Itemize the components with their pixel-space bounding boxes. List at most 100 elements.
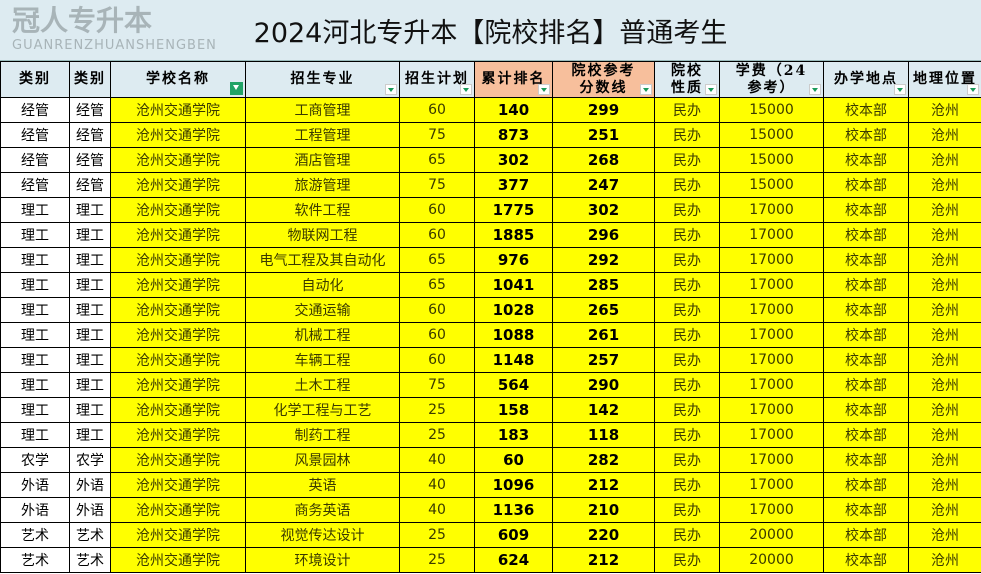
cell-category[interactable]: 理工 <box>0 322 70 348</box>
cell-tuition[interactable]: 15000 <box>719 172 824 198</box>
cell-location[interactable]: 沧州 <box>908 472 981 498</box>
cell-school-name[interactable]: 沧州交通学院 <box>110 147 246 173</box>
cell-cumulative-rank[interactable]: 377 <box>474 172 553 198</box>
cell-location[interactable]: 沧州 <box>908 222 981 248</box>
cell-tuition[interactable]: 17000 <box>719 472 824 498</box>
cell-campus[interactable]: 校本部 <box>823 122 909 148</box>
cell-cumulative-rank[interactable]: 976 <box>474 247 553 273</box>
cell-enrollment-plan[interactable]: 25 <box>399 547 475 573</box>
cell-category[interactable]: 理工 <box>0 347 70 373</box>
cell-location[interactable]: 沧州 <box>908 322 981 348</box>
cell-campus[interactable]: 校本部 <box>823 197 909 223</box>
cell-category[interactable]: 艺术 <box>0 547 70 573</box>
filter-dropdown-icon[interactable] <box>640 84 652 95</box>
cell-school-name[interactable]: 沧州交通学院 <box>110 172 246 198</box>
cell-cumulative-rank[interactable]: 1088 <box>474 322 553 348</box>
cell-school-type[interactable]: 民办 <box>654 497 720 523</box>
cell-tuition[interactable]: 17000 <box>719 197 824 223</box>
cell-score-line[interactable]: 282 <box>552 447 655 473</box>
cell-score-line[interactable]: 247 <box>552 172 655 198</box>
cell-score-line[interactable]: 265 <box>552 297 655 323</box>
cell-enrollment-plan[interactable]: 60 <box>399 322 475 348</box>
cell-location[interactable]: 沧州 <box>908 372 981 398</box>
cell-enrollment-plan[interactable]: 75 <box>399 172 475 198</box>
cell-major[interactable]: 车辆工程 <box>245 347 400 373</box>
cell-location[interactable]: 沧州 <box>908 547 981 573</box>
cell-category[interactable]: 理工 <box>0 422 70 448</box>
cell-cumulative-rank[interactable]: 1148 <box>474 347 553 373</box>
cell-school-name[interactable]: 沧州交通学院 <box>110 422 246 448</box>
cell-category-2[interactable]: 理工 <box>69 222 111 248</box>
cell-location[interactable]: 沧州 <box>908 522 981 548</box>
cell-cumulative-rank[interactable]: 1136 <box>474 497 553 523</box>
cell-category-2[interactable]: 理工 <box>69 397 111 423</box>
cell-category[interactable]: 经管 <box>0 172 70 198</box>
cell-score-line[interactable]: 118 <box>552 422 655 448</box>
cell-cumulative-rank[interactable]: 140 <box>474 97 553 123</box>
cell-tuition[interactable]: 17000 <box>719 447 824 473</box>
cell-score-line[interactable]: 142 <box>552 397 655 423</box>
cell-school-name[interactable]: 沧州交通学院 <box>110 122 246 148</box>
filter-dropdown-icon[interactable] <box>460 84 472 95</box>
cell-major[interactable]: 交通运输 <box>245 297 400 323</box>
cell-enrollment-plan[interactable]: 60 <box>399 347 475 373</box>
filter-dropdown-icon[interactable] <box>538 84 550 95</box>
cell-category-2[interactable]: 农学 <box>69 447 111 473</box>
cell-cumulative-rank[interactable]: 564 <box>474 372 553 398</box>
cell-major[interactable]: 英语 <box>245 472 400 498</box>
cell-category-2[interactable]: 理工 <box>69 322 111 348</box>
cell-category[interactable]: 理工 <box>0 272 70 298</box>
cell-location[interactable]: 沧州 <box>908 297 981 323</box>
cell-category-2[interactable]: 理工 <box>69 247 111 273</box>
cell-school-type[interactable]: 民办 <box>654 247 720 273</box>
cell-school-type[interactable]: 民办 <box>654 422 720 448</box>
cell-score-line[interactable]: 302 <box>552 197 655 223</box>
cell-cumulative-rank[interactable]: 1041 <box>474 272 553 298</box>
cell-enrollment-plan[interactable]: 60 <box>399 222 475 248</box>
cell-location[interactable]: 沧州 <box>908 422 981 448</box>
cell-school-type[interactable]: 民办 <box>654 147 720 173</box>
cell-major[interactable]: 工程管理 <box>245 122 400 148</box>
cell-school-name[interactable]: 沧州交通学院 <box>110 497 246 523</box>
cell-school-name[interactable]: 沧州交通学院 <box>110 447 246 473</box>
cell-location[interactable]: 沧州 <box>908 272 981 298</box>
cell-location[interactable]: 沧州 <box>908 447 981 473</box>
cell-cumulative-rank[interactable]: 302 <box>474 147 553 173</box>
cell-school-type[interactable]: 民办 <box>654 322 720 348</box>
cell-category[interactable]: 经管 <box>0 147 70 173</box>
cell-school-type[interactable]: 民办 <box>654 197 720 223</box>
cell-category-2[interactable]: 艺术 <box>69 522 111 548</box>
cell-category-2[interactable]: 经管 <box>69 147 111 173</box>
cell-major[interactable]: 化学工程与工艺 <box>245 397 400 423</box>
cell-school-type[interactable]: 民办 <box>654 297 720 323</box>
cell-enrollment-plan[interactable]: 40 <box>399 447 475 473</box>
cell-tuition[interactable]: 17000 <box>719 247 824 273</box>
cell-school-name[interactable]: 沧州交通学院 <box>110 247 246 273</box>
cell-school-name[interactable]: 沧州交通学院 <box>110 522 246 548</box>
cell-location[interactable]: 沧州 <box>908 247 981 273</box>
cell-score-line[interactable]: 285 <box>552 272 655 298</box>
cell-score-line[interactable]: 299 <box>552 97 655 123</box>
cell-major[interactable]: 视觉传达设计 <box>245 522 400 548</box>
cell-cumulative-rank[interactable]: 158 <box>474 397 553 423</box>
cell-major[interactable]: 旅游管理 <box>245 172 400 198</box>
cell-major[interactable]: 商务英语 <box>245 497 400 523</box>
cell-enrollment-plan[interactable]: 60 <box>399 197 475 223</box>
cell-tuition[interactable]: 15000 <box>719 97 824 123</box>
cell-score-line[interactable]: 268 <box>552 147 655 173</box>
cell-category-2[interactable]: 理工 <box>69 422 111 448</box>
cell-tuition[interactable]: 17000 <box>719 497 824 523</box>
cell-category[interactable]: 艺术 <box>0 522 70 548</box>
cell-school-name[interactable]: 沧州交通学院 <box>110 272 246 298</box>
cell-location[interactable]: 沧州 <box>908 197 981 223</box>
cell-school-type[interactable]: 民办 <box>654 397 720 423</box>
cell-category-2[interactable]: 理工 <box>69 297 111 323</box>
cell-enrollment-plan[interactable]: 40 <box>399 472 475 498</box>
cell-category[interactable]: 农学 <box>0 447 70 473</box>
cell-category-2[interactable]: 外语 <box>69 497 111 523</box>
cell-major[interactable]: 电气工程及其自动化 <box>245 247 400 273</box>
cell-campus[interactable]: 校本部 <box>823 472 909 498</box>
cell-category[interactable]: 理工 <box>0 297 70 323</box>
cell-location[interactable]: 沧州 <box>908 172 981 198</box>
cell-score-line[interactable]: 257 <box>552 347 655 373</box>
